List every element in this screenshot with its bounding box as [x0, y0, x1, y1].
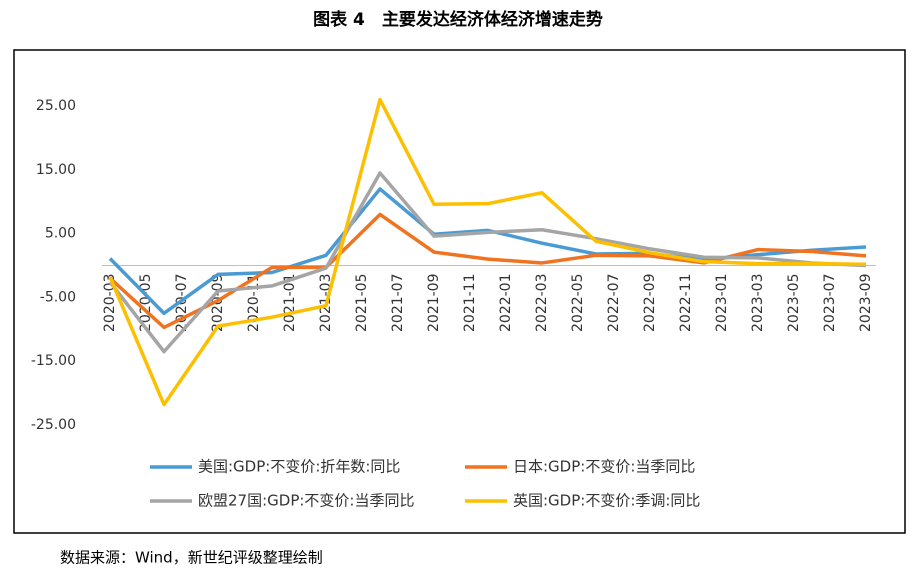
x-tick-label: 2022-07: [606, 274, 622, 333]
legend-label: 英国:GDP:不变价:季调:同比: [513, 492, 700, 510]
y-tick-label: 5.00: [45, 226, 76, 242]
y-tick-label: -15.00: [31, 353, 76, 369]
x-tick-label: 2021-07: [390, 274, 406, 333]
x-tick-label: 2022-01: [498, 274, 514, 333]
x-tick-label: 2023-09: [858, 274, 874, 333]
y-tick-label: -25.00: [31, 417, 76, 433]
x-tick-label: 2020-05: [138, 274, 154, 333]
x-tick-label: 2021-09: [426, 274, 442, 333]
x-tick-label: 2021-05: [354, 274, 370, 333]
legend-label: 日本:GDP:不变价:当季同比: [513, 458, 695, 476]
x-tick-label: 2023-03: [750, 274, 766, 333]
y-tick-label: 25.00: [36, 98, 76, 114]
x-tick-label: 2020-09: [210, 274, 226, 333]
legend-label: 欧盟27国:GDP:不变价:当季同比: [198, 492, 414, 510]
source-note: 数据来源：Wind，新世纪评级整理绘制: [60, 549, 323, 567]
plot-frame: [13, 49, 906, 534]
x-tick-label: 2022-09: [642, 274, 658, 333]
series-line: [108, 97, 867, 407]
legend-label: 美国:GDP:不变价:折年数:同比: [198, 458, 400, 476]
x-tick-label: 2021-01: [282, 274, 298, 333]
x-tick-label: 2023-01: [714, 274, 730, 333]
x-tick-label: 2021-11: [462, 274, 478, 333]
x-tick-label: 2022-05: [570, 274, 586, 333]
chart-title: 图表 4 主要发达经济体经济增速走势: [313, 9, 603, 30]
x-tick-label: 2023-05: [786, 274, 802, 333]
y-tick-label: 15.00: [36, 162, 76, 178]
x-tick-label: 2022-11: [678, 274, 694, 333]
y-tick-label: -5.00: [40, 289, 76, 305]
x-tick-label: 2022-03: [534, 274, 550, 333]
x-tick-label: 2023-07: [822, 274, 838, 333]
series-line: [108, 171, 867, 354]
